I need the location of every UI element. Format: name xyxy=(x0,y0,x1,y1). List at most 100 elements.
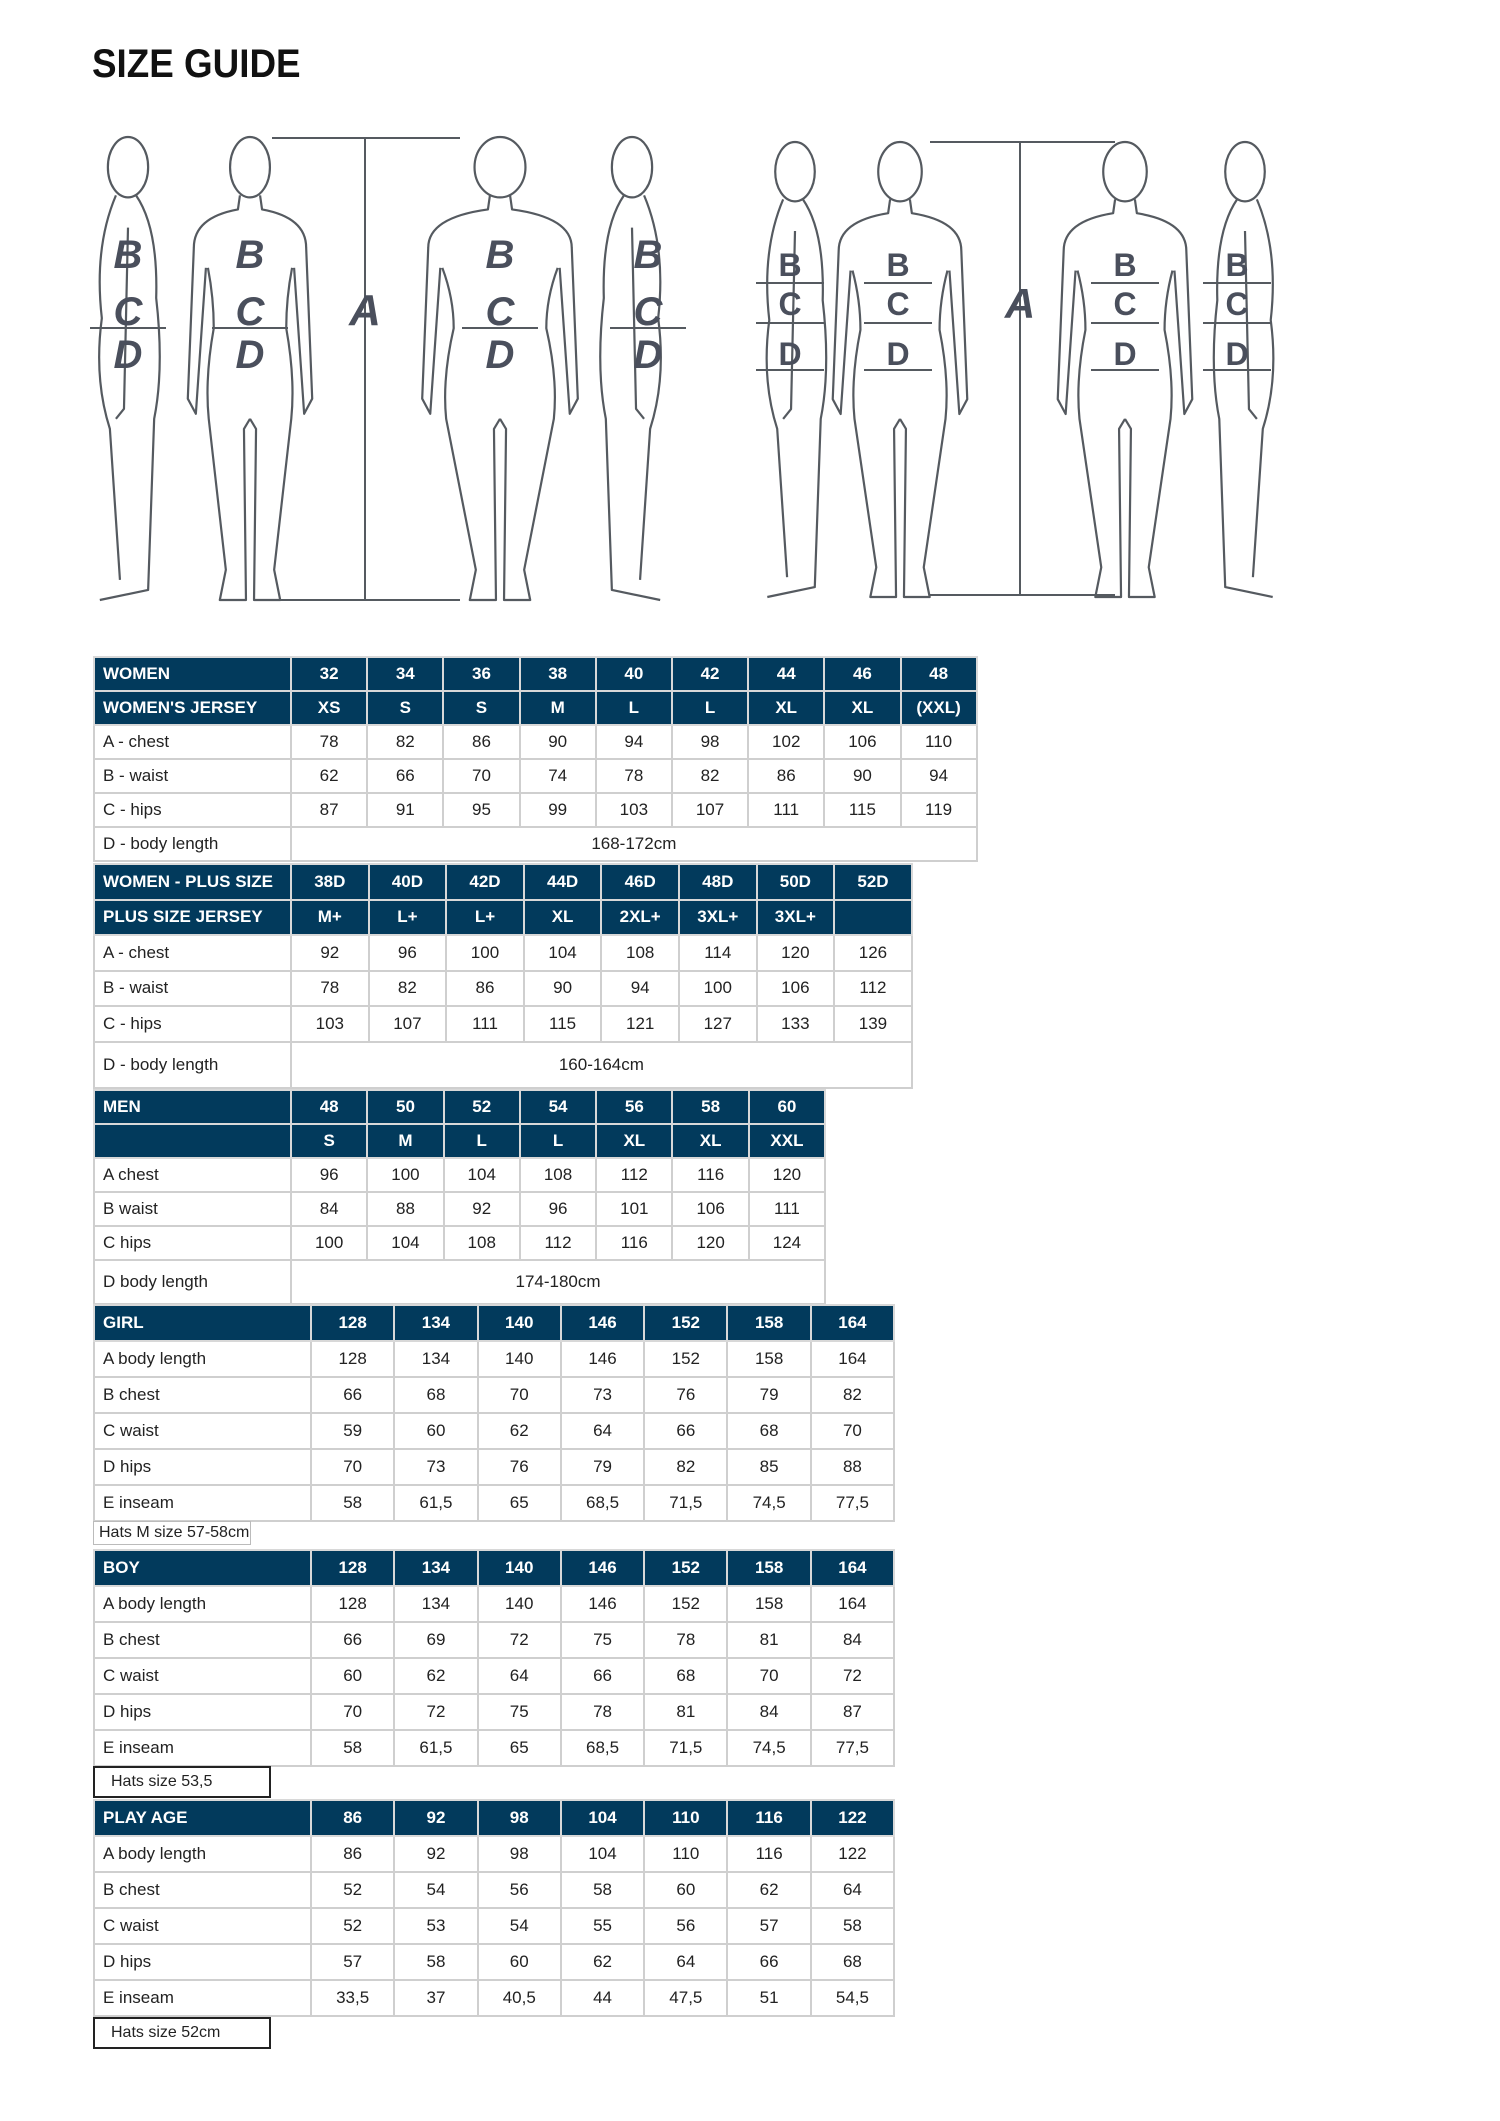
value-cell: 90 xyxy=(522,969,603,1007)
value-cell: 76 xyxy=(643,1376,729,1414)
table-row: D hips 70 72 75 78 81 84 87 xyxy=(93,1693,896,1731)
value-cell: 58 xyxy=(559,1871,646,1909)
value-cell: 40,5 xyxy=(476,1979,562,2017)
value-cell: 120 xyxy=(755,934,836,972)
table-row: B chest 52 54 56 58 60 62 64 xyxy=(93,1871,896,1909)
value-cell: 108 xyxy=(442,1225,521,1261)
value-cell: 66 xyxy=(309,1621,396,1659)
row-label-cell: B chest xyxy=(93,1871,312,1909)
value-cell: 77,5 xyxy=(809,1729,896,1767)
value-cell: 82 xyxy=(367,969,448,1007)
value-cell: 128 xyxy=(309,1340,396,1378)
value-cell: 134 xyxy=(393,1340,479,1378)
value-cell: 76 xyxy=(476,1448,562,1486)
play-age-hat-size-note: Hats size 52cm xyxy=(93,2017,271,2049)
table-header-row: BOY 128 134 140 146 152 158 164 xyxy=(93,1549,896,1587)
adult-label-a: A xyxy=(348,286,381,335)
value-cell: 124 xyxy=(747,1225,827,1261)
value-cell: 52 xyxy=(309,1907,396,1945)
value-cell: 115 xyxy=(823,792,902,828)
size-header-cell: S xyxy=(289,1123,369,1159)
value-cell: 119 xyxy=(899,792,978,828)
value-cell: 126 xyxy=(833,934,913,972)
size-header-cell: L xyxy=(670,690,750,726)
girl-side-label-d: D xyxy=(778,336,801,372)
row-label-cell: A body length xyxy=(93,1340,312,1378)
value-cell: 68,5 xyxy=(559,1729,646,1767)
size-header-cell: 38 xyxy=(518,656,597,692)
value-cell: 107 xyxy=(367,1005,448,1043)
value-cell: 74,5 xyxy=(726,1729,812,1767)
value-cell: 94 xyxy=(899,758,978,794)
body-length-row: D body length 174-180cm xyxy=(93,1259,827,1305)
value-cell: 82 xyxy=(366,724,445,760)
value-cell: 78 xyxy=(594,758,673,794)
size-header-cell: 128 xyxy=(309,1304,396,1342)
value-cell: 70 xyxy=(442,758,521,794)
woman-front-figure xyxy=(186,135,314,602)
header-label-cell: WOMEN'S JERSEY xyxy=(93,690,292,726)
size-header-cell: 44D xyxy=(522,863,603,901)
size-header-cell: 38D xyxy=(290,863,370,901)
value-cell: 64 xyxy=(476,1657,562,1695)
value-cell: 92 xyxy=(393,1835,479,1873)
value-cell: 88 xyxy=(809,1448,896,1486)
row-label-cell: A chest xyxy=(93,1157,292,1193)
size-header-cell: 44 xyxy=(747,656,826,692)
value-cell: 102 xyxy=(747,724,826,760)
value-cell: 152 xyxy=(643,1340,729,1378)
table-header-row: GIRL 128 134 140 146 152 158 164 xyxy=(93,1304,896,1342)
value-cell: 60 xyxy=(393,1412,479,1450)
value-cell: 122 xyxy=(809,1835,896,1873)
value-cell: 82 xyxy=(670,758,750,794)
row-label-cell: B - waist xyxy=(93,758,292,794)
boy-side-label-b: B xyxy=(1225,247,1248,283)
row-label-cell: C waist xyxy=(93,1907,312,1945)
value-cell: 116 xyxy=(595,1225,674,1261)
value-cell: 110 xyxy=(643,1835,729,1873)
value-cell: 70 xyxy=(309,1693,396,1731)
man-side-label-b: B xyxy=(634,233,663,277)
value-cell: 58 xyxy=(309,1484,396,1522)
size-header-cell: 46 xyxy=(823,656,902,692)
size-header-cell: XL xyxy=(522,898,603,936)
value-cell: 54 xyxy=(393,1871,479,1909)
size-header-cell: 48D xyxy=(677,863,758,901)
value-cell: 90 xyxy=(518,724,597,760)
table-row: C waist 52 53 54 55 56 57 58 xyxy=(93,1907,896,1945)
boy-front-figure xyxy=(1056,140,1194,599)
man-side-figure xyxy=(599,135,662,602)
size-header-cell: XL xyxy=(747,690,826,726)
row-label-cell: A body length xyxy=(93,1835,312,1873)
value-cell: 84 xyxy=(809,1621,896,1659)
value-cell: 104 xyxy=(442,1157,521,1193)
size-header-cell: 48 xyxy=(289,1089,369,1125)
value-cell: 60 xyxy=(476,1943,562,1981)
row-label-cell: D hips xyxy=(93,1693,312,1731)
size-header-cell: 92 xyxy=(393,1799,479,1837)
size-header-cell: 36 xyxy=(442,656,521,692)
size-header-cell: 32 xyxy=(289,656,369,692)
value-cell: 72 xyxy=(393,1693,479,1731)
table-header-row: PLAY AGE 86 92 98 104 110 116 122 xyxy=(93,1799,896,1837)
boy-side-figure xyxy=(1212,140,1275,599)
page-title: SIZE GUIDE xyxy=(92,42,301,86)
size-header-cell: XL xyxy=(595,1123,674,1159)
value-cell: 127 xyxy=(677,1005,758,1043)
value-cell: 84 xyxy=(726,1693,812,1731)
value-cell: 74,5 xyxy=(726,1484,812,1522)
table-row: A body length 128 134 140 146 152 158 164 xyxy=(93,1585,896,1623)
boy-front-label-c: C xyxy=(1113,286,1136,322)
boy-side-label-c: C xyxy=(1225,286,1248,322)
size-header-cell: 98 xyxy=(476,1799,562,1837)
value-cell: 88 xyxy=(366,1191,445,1227)
header-label-cell: PLUS SIZE JERSEY xyxy=(93,898,292,936)
value-cell: 58 xyxy=(393,1943,479,1981)
value-cell: 92 xyxy=(442,1191,521,1227)
woman-side-label-d: D xyxy=(114,333,143,377)
value-cell: 164 xyxy=(809,1340,896,1378)
table-row: B - waist 78 82 86 90 94 100 106 112 xyxy=(93,969,913,1007)
value-cell: 68 xyxy=(393,1376,479,1414)
value-cell: 33,5 xyxy=(309,1979,396,2017)
table-row: A - chest 92 96 100 104 108 114 120 126 xyxy=(93,934,913,972)
